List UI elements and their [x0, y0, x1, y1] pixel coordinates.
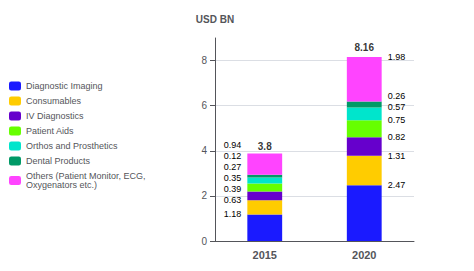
- svg-text:1.98: 1.98: [388, 52, 406, 62]
- svg-text:8: 8: [201, 55, 207, 66]
- svg-text:Dental Products: Dental Products: [26, 156, 91, 166]
- svg-text:6: 6: [201, 100, 207, 111]
- svg-text:4: 4: [201, 145, 207, 156]
- svg-text:0.94: 0.94: [224, 140, 242, 150]
- svg-text:1.18: 1.18: [224, 209, 242, 219]
- svg-text:Patient Aids: Patient Aids: [26, 126, 74, 136]
- svg-text:2.47: 2.47: [388, 180, 406, 190]
- svg-text:1.31: 1.31: [388, 151, 406, 161]
- svg-text:0.35: 0.35: [224, 173, 242, 183]
- svg-text:2015: 2015: [253, 249, 277, 261]
- svg-text:Others (Patient Monitor, ECG,: Others (Patient Monitor, ECG,: [26, 171, 146, 181]
- svg-text:0.27: 0.27: [224, 162, 242, 172]
- svg-text:0.63: 0.63: [224, 195, 242, 205]
- svg-text:Oxygenators etc.): Oxygenators etc.): [26, 180, 97, 190]
- svg-text:0.26: 0.26: [388, 91, 406, 101]
- svg-text:2020: 2020: [352, 249, 376, 261]
- svg-text:Consumables: Consumables: [26, 96, 82, 106]
- svg-text:USD BN: USD BN: [196, 14, 234, 25]
- svg-text:IV Diagnostics: IV Diagnostics: [26, 111, 84, 121]
- svg-text:Orthos and Prosthetics: Orthos and Prosthetics: [26, 141, 118, 151]
- svg-text:3.8: 3.8: [258, 141, 272, 152]
- svg-text:0: 0: [201, 236, 207, 247]
- svg-text:0.82: 0.82: [388, 132, 406, 142]
- svg-text:0.57: 0.57: [388, 102, 406, 112]
- svg-text:0.12: 0.12: [224, 151, 242, 161]
- svg-text:0.39: 0.39: [224, 184, 242, 194]
- svg-text:2: 2: [201, 190, 207, 201]
- svg-text:Diagnostic Imaging: Diagnostic Imaging: [26, 81, 103, 91]
- svg-text:0.75: 0.75: [388, 115, 406, 125]
- svg-text:8.16: 8.16: [355, 42, 375, 53]
